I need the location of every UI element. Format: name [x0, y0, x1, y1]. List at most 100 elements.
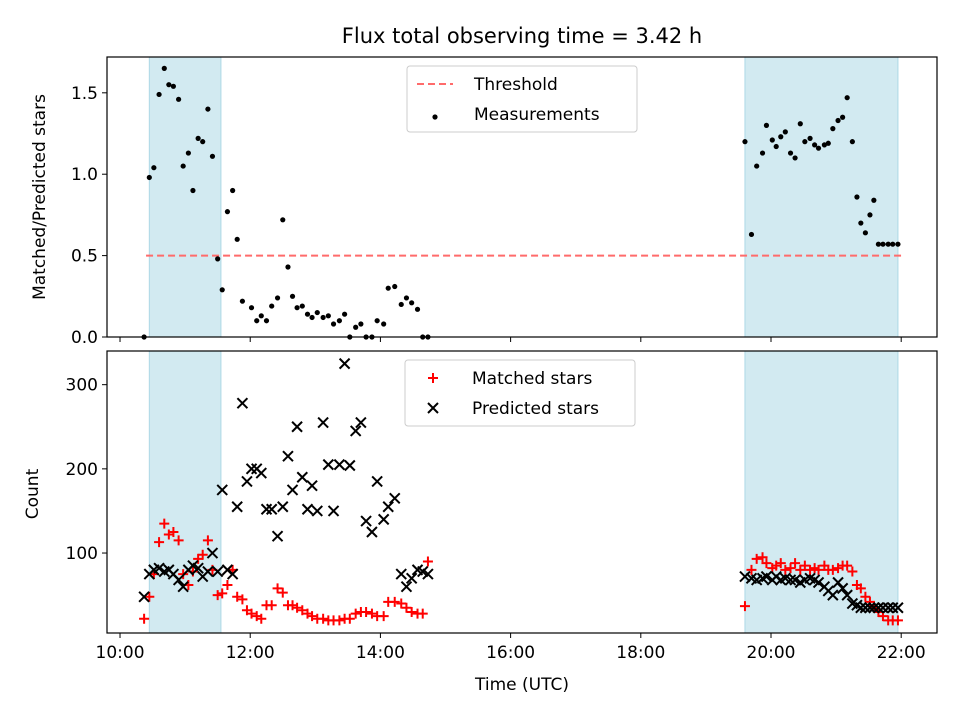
y-tick-label: 300 [66, 376, 98, 396]
predicted-star-point [344, 459, 356, 472]
axes-frame [106, 350, 938, 634]
predicted-star-point [327, 505, 340, 517]
measurement-point [862, 230, 868, 236]
matched-star-point [246, 608, 257, 619]
measurement-point [849, 139, 855, 145]
top-y-axis-label: Matched/Predicted stars [30, 94, 50, 300]
measurement-point [219, 287, 225, 293]
matched-star-point [739, 601, 750, 612]
matched-star-point [334, 615, 345, 626]
predicted-star-point [887, 602, 899, 614]
matched-star-point [272, 583, 283, 594]
measurement-point [342, 311, 348, 317]
matched-star-point [139, 613, 150, 624]
predicted-star-point [872, 602, 885, 614]
measurement-point [398, 301, 404, 308]
predicted-star-point [360, 515, 372, 527]
x-tick-label: 22:00 [877, 643, 926, 663]
predicted-star-point [231, 501, 243, 513]
predicted-star-point [192, 562, 204, 574]
x-tick-label: 14:00 [356, 643, 405, 663]
predicted-star-point [255, 467, 267, 479]
predicted-star-point [333, 458, 346, 471]
predicted-star-point [138, 591, 150, 603]
legend-predicted-swatch [427, 402, 439, 414]
x-tick-label: 16:00 [486, 643, 535, 663]
matched-star-point [232, 591, 243, 602]
matched-star-point [212, 590, 223, 601]
matched-star-point [297, 605, 308, 616]
x-tick-label: 10:00 [96, 643, 145, 663]
predicted-star-point [172, 574, 185, 586]
predicted-star-point [395, 568, 407, 580]
measurement-point [309, 314, 315, 321]
measurement-point [769, 137, 775, 143]
predicted-star-point [216, 484, 228, 496]
matched-star-point [401, 602, 412, 613]
measurement-point [200, 139, 206, 145]
measurement-point [166, 82, 172, 88]
matched-star-point [790, 558, 801, 569]
predicted-star-point [277, 501, 289, 513]
measurement-point [778, 134, 784, 140]
matched-star-point [154, 537, 165, 548]
predicted-star-point [868, 602, 880, 614]
measurement-point [381, 321, 387, 327]
measurement-point [280, 217, 286, 223]
measurement-point [209, 153, 216, 159]
top-panel: 0.0 0.5 1.0 1.5 Threshold Measurements [71, 56, 938, 348]
predicted-star-point [877, 602, 889, 614]
measurement-point [880, 241, 886, 247]
matched-star-point [813, 564, 824, 575]
predicted-star-point [311, 505, 323, 517]
matched-star-point [292, 602, 303, 613]
predicted-star-point [241, 475, 253, 488]
measurement-point [885, 241, 891, 247]
predicted-star-point [236, 397, 249, 409]
measurement-point [802, 139, 808, 145]
matched-star-point [785, 563, 796, 574]
predicted-star-point [260, 503, 273, 515]
predicted-star-point [202, 565, 214, 578]
matched-star-point [389, 596, 400, 607]
measurement-point [840, 114, 846, 120]
matched-star-point [173, 535, 184, 546]
matched-star-point [827, 564, 838, 575]
matched-star-point [746, 564, 757, 575]
measurement-point [254, 318, 260, 324]
measurement-point [320, 314, 326, 321]
measurement-point [403, 295, 410, 301]
predicted-star-point [371, 475, 383, 488]
measurement-point [269, 303, 275, 309]
measurement-point [330, 321, 337, 327]
matched-star-point [799, 560, 810, 571]
measurement-point [336, 318, 342, 324]
measurement-point [830, 126, 836, 132]
measurement-point [748, 231, 755, 238]
measurement-point [234, 236, 240, 242]
measurement-point [299, 303, 305, 309]
measurement-point [807, 135, 813, 141]
legend-box [406, 65, 638, 133]
predicted-star-point [355, 416, 367, 429]
predicted-star-point [211, 565, 224, 578]
chart-title: Flux total observing time = 3.42 h [342, 24, 702, 48]
matched-star-point [805, 564, 816, 575]
measurement-point [374, 318, 380, 324]
matched-star-point [318, 613, 329, 624]
measurement-point [821, 142, 827, 148]
matched-star-point [307, 611, 318, 622]
matched-star-point [168, 526, 179, 537]
legend-label: Measurements [474, 105, 600, 125]
measurement-point [844, 95, 850, 101]
measurement-point [797, 121, 803, 127]
matched-star-point [406, 606, 417, 617]
matched-star-point [202, 535, 213, 546]
y-tick-label: 100 [66, 544, 98, 564]
measurement-point [385, 285, 391, 291]
matched-star-point [256, 613, 267, 624]
measurement-point [239, 298, 246, 304]
measurement-point [146, 174, 152, 181]
predicted-star-point [349, 425, 362, 437]
predicted-star-point [855, 602, 867, 614]
